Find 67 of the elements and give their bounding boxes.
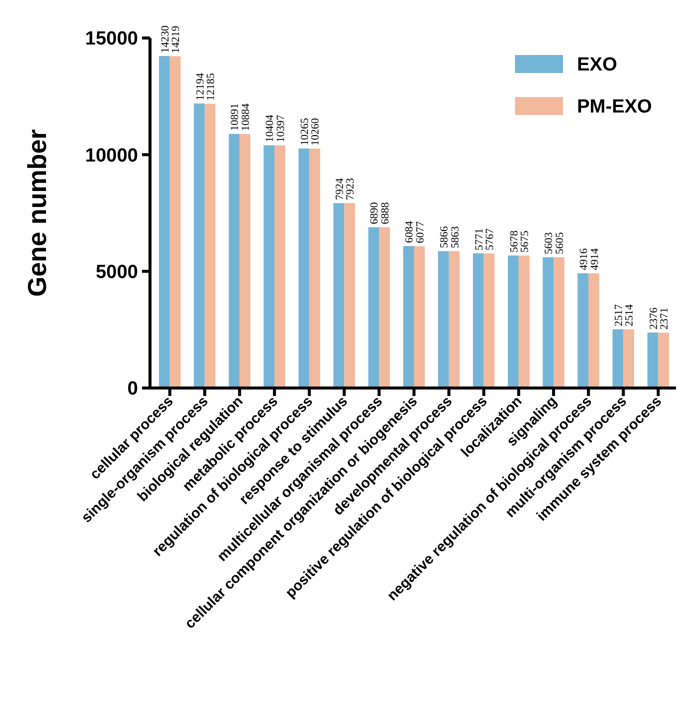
- data-label: 10404: [264, 114, 276, 142]
- data-label: 5767: [484, 228, 496, 250]
- bar: [170, 56, 181, 388]
- bar: [403, 246, 414, 388]
- bar: [194, 103, 205, 388]
- data-label: 2517: [612, 304, 625, 326]
- data-label: 4914: [588, 248, 601, 270]
- y-axis-title: Gene number: [22, 129, 52, 297]
- bar: [240, 134, 250, 388]
- data-label: 2371: [658, 308, 671, 330]
- bar: [472, 253, 484, 388]
- bar: [554, 257, 564, 388]
- bar: [298, 148, 310, 388]
- data-label: 10884: [240, 103, 252, 132]
- data-label: 5866: [438, 226, 450, 248]
- bar: [508, 256, 519, 388]
- bar: [578, 273, 588, 388]
- data-label: 4916: [578, 248, 590, 270]
- y-tick-label: 0: [127, 378, 138, 400]
- bar: [158, 56, 170, 388]
- data-label: 10265: [298, 117, 311, 146]
- bar: [647, 332, 658, 388]
- data-label: 5771: [473, 228, 486, 250]
- data-label: 7924: [334, 178, 346, 200]
- y-tick-label: 15000: [85, 28, 138, 50]
- y-tick-label: 5000: [96, 262, 138, 283]
- bar: [333, 203, 344, 388]
- data-label: 10260: [310, 118, 322, 146]
- data-label: 14230: [159, 24, 172, 53]
- bar: [309, 148, 320, 388]
- bar: [274, 145, 286, 388]
- bar: [438, 251, 449, 388]
- bar: [264, 145, 274, 388]
- data-label: 10397: [274, 114, 287, 142]
- bar: [518, 256, 530, 388]
- y-tick-label: 10000: [85, 145, 138, 166]
- data-label: 2514: [624, 304, 636, 326]
- bar: [344, 203, 356, 388]
- data-label: 6077: [414, 220, 426, 244]
- data-label: 12194: [194, 72, 206, 100]
- bar: [623, 329, 634, 388]
- bar: [542, 257, 554, 388]
- data-label: 5605: [554, 232, 566, 254]
- data-label: 2376: [648, 307, 660, 330]
- data-label: 6084: [404, 220, 416, 244]
- bar: [658, 332, 670, 388]
- legend-label: PM-EXO: [577, 96, 652, 118]
- bar: [204, 104, 216, 388]
- bar: [368, 227, 380, 388]
- bar: [379, 227, 390, 388]
- data-label: 12185: [205, 72, 218, 101]
- bar: [228, 134, 240, 388]
- data-label: 10891: [229, 103, 242, 131]
- data-label: 6890: [368, 202, 381, 224]
- bar: [414, 246, 425, 388]
- data-label: 5678: [508, 230, 520, 253]
- data-label: 5675: [519, 230, 532, 253]
- data-label: 6888: [380, 202, 392, 224]
- data-label: 5603: [543, 232, 556, 254]
- data-label: 14219: [170, 25, 182, 54]
- bar: [484, 253, 495, 388]
- bar: [588, 273, 600, 388]
- data-label: 7923: [344, 178, 357, 200]
- data-label: 5863: [449, 226, 462, 248]
- bar: [612, 329, 624, 388]
- legend-label: EXO: [577, 54, 618, 76]
- bar: [448, 251, 460, 388]
